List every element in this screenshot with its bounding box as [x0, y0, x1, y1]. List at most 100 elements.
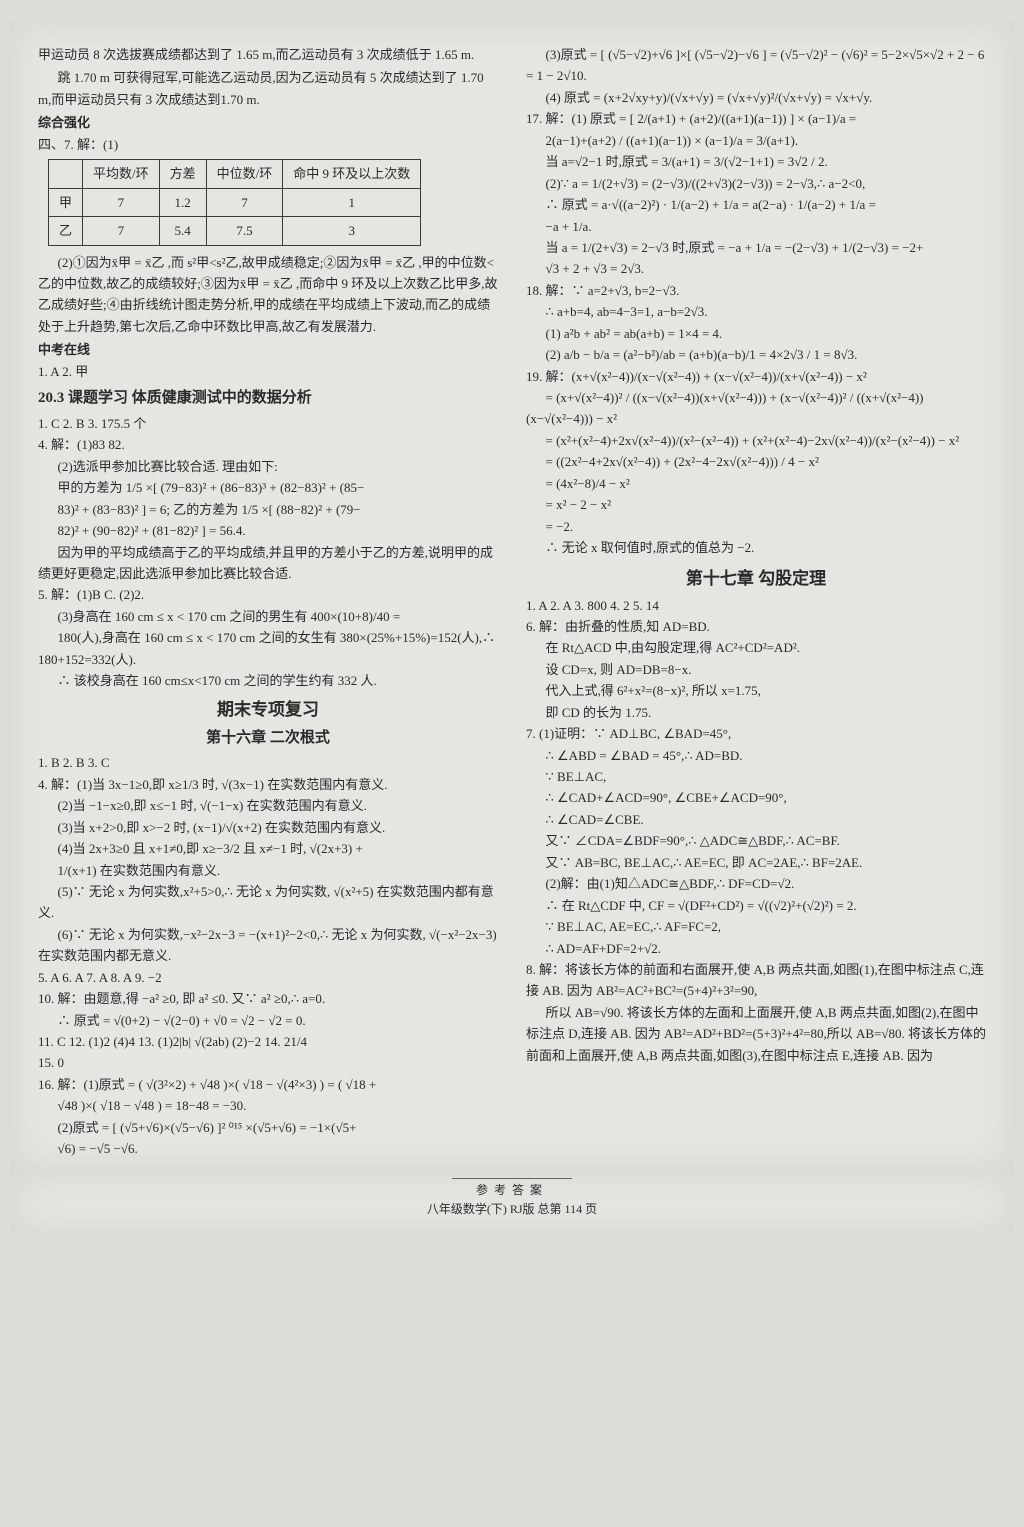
td: 3: [283, 217, 421, 245]
left-column: 甲运动员 8 次选拔赛成绩都达到了 1.65 m,而乙运动员有 3 次成绩低于 …: [38, 44, 498, 1160]
para: 16. 解：(1)原式 = ( √(3²×2) + √48 )×( √18 − …: [38, 1074, 498, 1095]
answers: 5. A 6. A 7. A 8. A 9. −2: [38, 967, 498, 988]
para: (2)选派甲参加比赛比较合适. 理由如下:: [38, 456, 498, 477]
th: [49, 160, 83, 188]
page: 甲运动员 8 次选拔赛成绩都达到了 1.65 m,而乙运动员有 3 次成绩低于 …: [10, 20, 1014, 1170]
para: (3)原式 = [ (√5−√2)+√6 ]×[ (√5−√2)−√6 ] = …: [526, 44, 986, 87]
para: (1) a²b + ab² = ab(a+b) = 1×4 = 4.: [526, 323, 986, 344]
td: 甲: [49, 188, 83, 216]
para: 代入上式,得 6²+x²=(8−x)², 所以 x=1.75,: [526, 680, 986, 701]
para: 甲运动员 8 次选拔赛成绩都达到了 1.65 m,而乙运动员有 3 次成绩低于 …: [38, 44, 498, 65]
para: (3)身高在 160 cm ≤ x < 170 cm 之间的男生有 400×(1…: [38, 606, 498, 627]
para: 在 Rt△ACD 中,由勾股定理,得 AC²+CD²=AD².: [526, 637, 986, 658]
para: 1/(x+1) 在实数范围内有意义.: [38, 860, 498, 881]
para: (4) 原式 = (x+2√xy+y)/(√x+√y) = (√x+√y)²/(…: [526, 87, 986, 108]
answers: 15. 0: [38, 1052, 498, 1073]
para: (2)∵ a = 1/(2+√3) = (2−√3)/((2+√3)(2−√3)…: [526, 173, 986, 194]
para: = x² − 2 − x²: [526, 494, 986, 515]
para: 180(人),身高在 160 cm ≤ x < 170 cm 之间的女生有 38…: [38, 627, 498, 670]
heading-ch16: 第十六章 二次根式: [38, 726, 498, 751]
td: 7: [83, 217, 160, 245]
para: 10. 解：由题意,得 −a² ≥0, 即 a² ≤0. 又∵ a² ≥0,∴ …: [38, 988, 498, 1009]
answers: 1. A 2. A 3. 800 4. 2 5. 14: [526, 595, 986, 616]
para: −a + 1/a.: [526, 216, 986, 237]
para: (2)原式 = [ (√5+√6)×(√5−√6) ]² ⁰¹⁵ ×(√5+√6…: [38, 1117, 498, 1138]
para: 甲的方差为 1/5 ×[ (79−83)² + (86−83)³ + (82−8…: [38, 477, 498, 498]
answers: 1. A 2. 甲: [38, 361, 498, 382]
answers: 1. C 2. B 3. 175.5 个: [38, 413, 498, 434]
para: 7. (1)证明：∵ AD⊥BC, ∠BAD=45°,: [526, 723, 986, 744]
para: 又∵ AB=BC, BE⊥AC,∴ AE=EC, 即 AC=2AE,∴ BF=2…: [526, 852, 986, 873]
divider: [452, 1178, 572, 1179]
para: (2)解：由(1)知△ADC≅△BDF,∴ DF=CD=√2.: [526, 873, 986, 894]
para: (2)①因为x̄甲 = x̄乙 ,而 s²甲<s²乙,故甲成绩稳定;②因为x̄甲…: [38, 252, 498, 338]
para: 83)² + (83−83)² ] = 6; 乙的方差为 1/5 ×[ (88−…: [38, 499, 498, 520]
para: ∴ ∠CAD=∠CBE.: [526, 809, 986, 830]
th: 方差: [159, 160, 206, 188]
para: √6) = −√5 −√6.: [38, 1138, 498, 1159]
th: 命中 9 环及以上次数: [283, 160, 421, 188]
td: 5.4: [159, 217, 206, 245]
para: = ((2x²−4+2x√(x²−4)) + (2x²−4−2x√(x²−4))…: [526, 451, 986, 472]
heading-qmzx: 期末专项复习: [38, 696, 498, 724]
para: = (x²+(x²−4)+2x√(x²−4))/(x²−(x²−4)) + (x…: [526, 430, 986, 451]
table-row: 甲 7 1.2 7 1: [49, 188, 421, 216]
footer-sub: 八年级数学(下) RJ版 总第 114 页: [10, 1200, 1014, 1220]
para: 82)² + (90−82)² + (81−82)² ] = 56.4.: [38, 520, 498, 541]
para: 4. 解：(1)当 3x−1≥0,即 x≥1/3 时, √(3x−1) 在实数范…: [38, 774, 498, 795]
heading-ch17: 第十七章 勾股定理: [526, 565, 986, 593]
td: 1.2: [159, 188, 206, 216]
para: (3)当 x+2>0,即 x>−2 时, (x−1)/√(x+2) 在实数范围内…: [38, 817, 498, 838]
para: (2)当 −1−x≥0,即 x≤−1 时, √(−1−x) 在实数范围内有意义.: [38, 795, 498, 816]
heading-20-3: 20.3 课题学习 体质健康测试中的数据分析: [38, 386, 498, 411]
para: ∴ 原式 = a·√((a−2)²) · 1/(a−2) + 1/a = a(2…: [526, 194, 986, 215]
para: ∴ 无论 x 取何值时,原式的值总为 −2.: [526, 537, 986, 558]
td: 7: [206, 188, 283, 216]
para: 又∵ ∠CDA=∠BDF=90°,∴ △ADC≅△BDF,∴ AC=BF.: [526, 830, 986, 851]
para: 8. 解：将该长方体的前面和右面展开,使 A,B 两点共面,如图(1),在图中标…: [526, 959, 986, 1002]
th: 平均数/环: [83, 160, 160, 188]
para: (6)∵ 无论 x 为何实数,−x²−2x−3 = −(x+1)²−2<0,∴ …: [38, 924, 498, 967]
para: √3 + 2 + √3 = 2√3.: [526, 258, 986, 279]
table-row: 平均数/环 方差 中位数/环 命中 9 环及以上次数: [49, 160, 421, 188]
para: 18. 解：∵ a=2+√3, b=2−√3.: [526, 280, 986, 301]
para: ∴ ∠CAD+∠ACD=90°, ∠CBE+∠ACD=90°,: [526, 787, 986, 808]
para: ∴ 原式 = √(0+2) − √(2−0) + √0 = √2 − √2 = …: [38, 1010, 498, 1031]
answers: 11. C 12. (1)2 (4)4 13. (1)2|b| √(2ab) (…: [38, 1031, 498, 1052]
para: 5. 解：(1)B C. (2)2.: [38, 584, 498, 605]
td: 7.5: [206, 217, 283, 245]
th: 中位数/环: [206, 160, 283, 188]
para: (5)∵ 无论 x 为何实数,x²+5>0,∴ 无论 x 为何实数, √(x²+…: [38, 881, 498, 924]
para: ∴ ∠ABD = ∠BAD = 45°,∴ AD=BD.: [526, 745, 986, 766]
para: 当 a=√2−1 时,原式 = 3/(a+1) = 3/(√2−1+1) = 3…: [526, 151, 986, 172]
para: √48 )×( √18 − √48 ) = 18−48 = −30.: [38, 1095, 498, 1116]
para: 设 CD=x, 则 AD=DB=8−x.: [526, 659, 986, 680]
q4-7-label: 四、7. 解：(1): [38, 134, 498, 155]
right-column: (3)原式 = [ (√5−√2)+√6 ]×[ (√5−√2)−√6 ] = …: [526, 44, 986, 1160]
para: 6. 解：由折叠的性质,知 AD=BD.: [526, 616, 986, 637]
heading-zkzx: 中考在线: [38, 339, 498, 360]
td: 7: [83, 188, 160, 216]
page-footer: 参考答案 八年级数学(下) RJ版 总第 114 页: [10, 1170, 1014, 1235]
td: 乙: [49, 217, 83, 245]
para: ∵ BE⊥AC, AE=EC,∴ AF=FC=2,: [526, 916, 986, 937]
para: 即 CD 的长为 1.75.: [526, 702, 986, 723]
para: = −2.: [526, 516, 986, 537]
para: ∵ BE⊥AC,: [526, 766, 986, 787]
footer-title: 参考答案: [10, 1181, 1014, 1201]
para: (4)当 2x+3≥0 且 x+1≠0,即 x≥−3/2 且 x≠−1 时, √…: [38, 838, 498, 859]
para: 当 a = 1/(2+√3) = 2−√3 时,原式 = −a + 1/a = …: [526, 237, 986, 258]
para: = (4x²−8)/4 − x²: [526, 473, 986, 494]
para: 2(a−1)+(a+2) / ((a+1)(a−1)) × (a−1)/a = …: [526, 130, 986, 151]
para: ∴ a+b=4, ab=4−3=1, a−b=2√3.: [526, 301, 986, 322]
answers: 1. B 2. B 3. C: [38, 752, 498, 773]
para: 所以 AB=√90. 将该长方体的左面和上面展开,使 A,B 两点共面,如图(2…: [526, 1002, 986, 1066]
para: 跳 1.70 m 可获得冠军,可能选乙运动员,因为乙运动员有 5 次成绩达到了 …: [38, 67, 498, 110]
para: 4. 解：(1)83 82.: [38, 434, 498, 455]
para: = (x+√(x²−4))² / ((x−√(x²−4))(x+√(x²−4))…: [526, 387, 986, 430]
heading-zhqh: 综合强化: [38, 112, 498, 133]
para: (2) a/b − b/a = (a²−b²)/ab = (a+b)(a−b)/…: [526, 344, 986, 365]
para: 17. 解：(1) 原式 = [ 2/(a+1) + (a+2)/((a+1)(…: [526, 108, 986, 129]
table-row: 乙 7 5.4 7.5 3: [49, 217, 421, 245]
para: 19. 解：(x+√(x²−4))/(x−√(x²−4)) + (x−√(x²−…: [526, 366, 986, 387]
